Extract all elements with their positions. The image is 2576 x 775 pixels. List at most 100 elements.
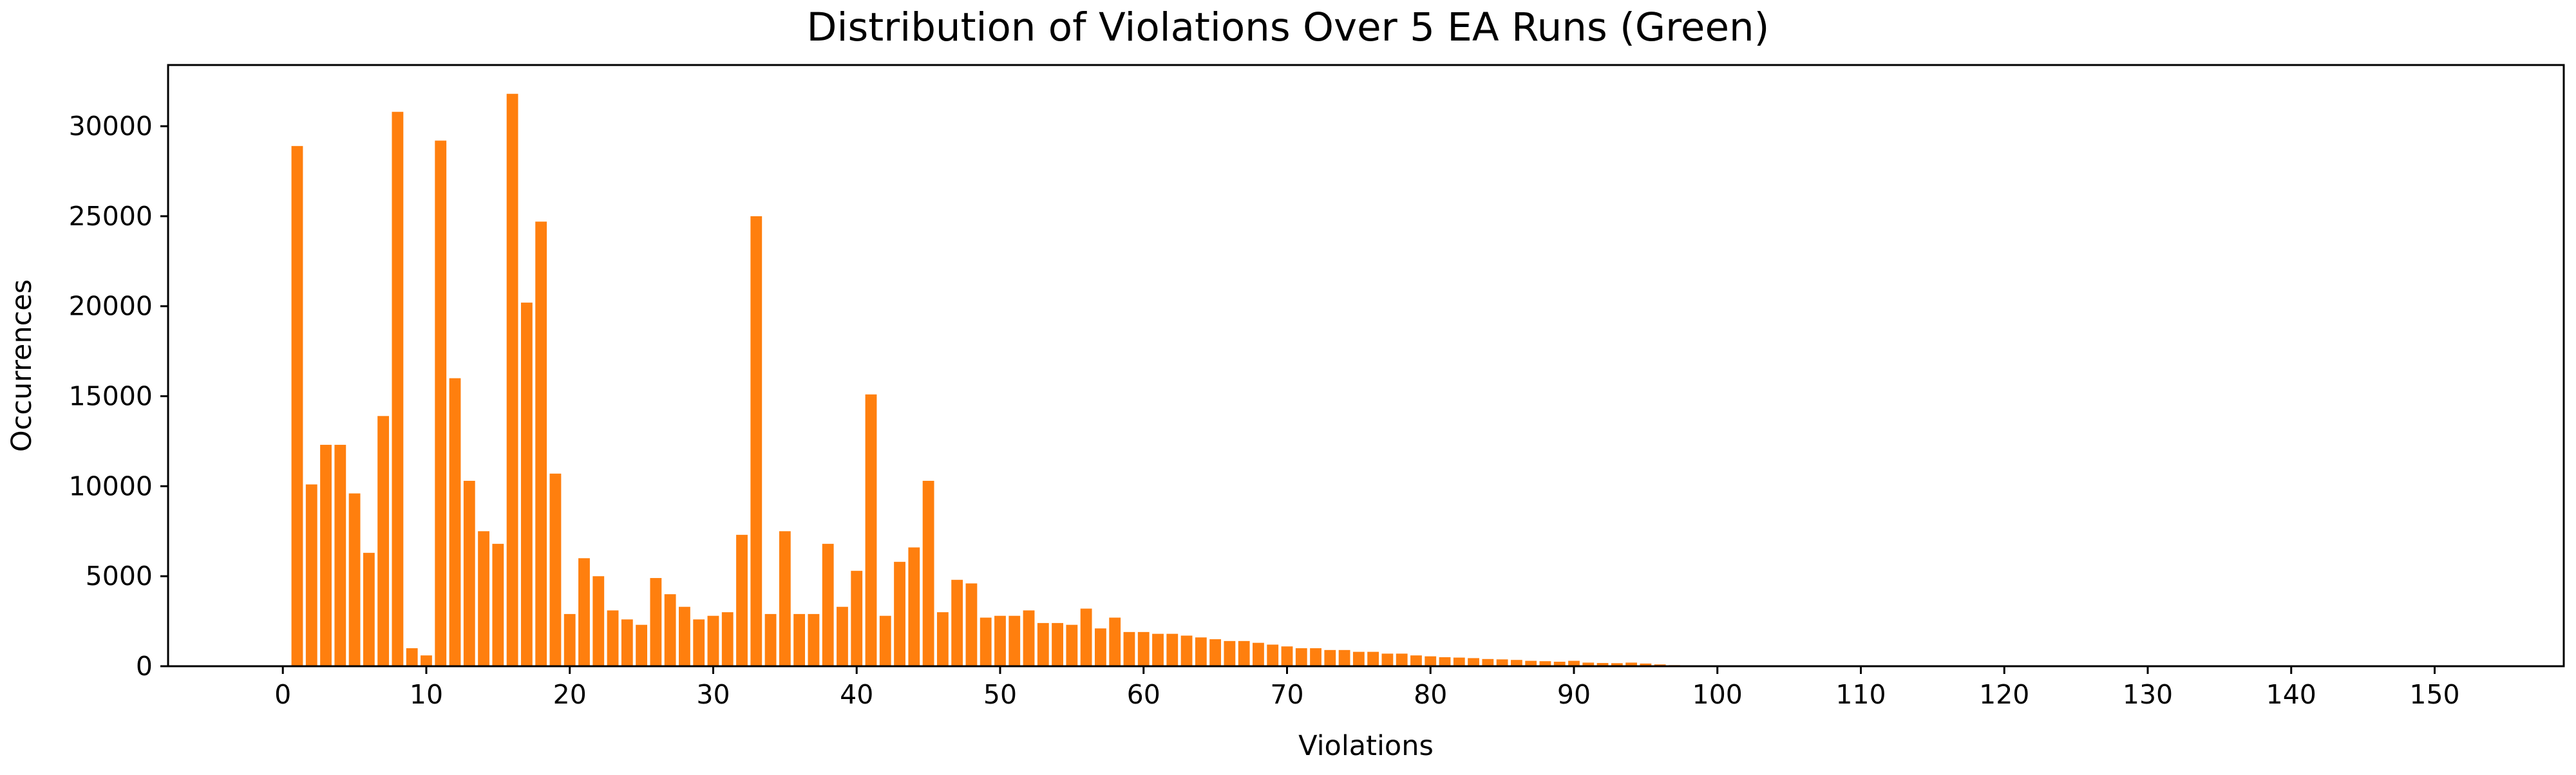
- bar-30: [707, 615, 719, 666]
- bar-85: [1496, 659, 1508, 666]
- bar-13: [463, 480, 475, 666]
- bar-58: [1109, 617, 1121, 666]
- x-tick-label-100: 100: [1692, 679, 1743, 710]
- bar-82: [1453, 657, 1465, 666]
- bar-6: [363, 552, 375, 666]
- bar-79: [1410, 655, 1422, 666]
- bar-89: [1553, 662, 1566, 666]
- bar-22: [592, 576, 605, 666]
- bar-15: [492, 543, 504, 666]
- bar-73: [1324, 649, 1336, 666]
- y-tick-label-10000: 10000: [69, 471, 153, 501]
- bar-37: [808, 613, 820, 666]
- x-tick-label-50: 50: [983, 679, 1017, 710]
- y-axis-ticks: 0 5000 10000 15000 20000 25000 30000: [69, 111, 168, 682]
- bar-40: [851, 570, 863, 666]
- bar-7: [377, 416, 390, 666]
- bar-43: [894, 561, 905, 666]
- bar-90: [1568, 660, 1580, 666]
- bar-86: [1510, 660, 1522, 666]
- bar-9: [406, 648, 418, 666]
- bar-75: [1352, 651, 1365, 666]
- x-tick-label-110: 110: [1835, 679, 1886, 710]
- bar-59: [1123, 631, 1135, 666]
- bar-61: [1152, 633, 1164, 666]
- bar-55: [1066, 624, 1078, 666]
- bar-78: [1396, 653, 1408, 666]
- bar-66: [1224, 640, 1236, 666]
- bar-46: [936, 612, 949, 666]
- y-tick-label-0: 0: [136, 651, 153, 682]
- bar-56: [1080, 608, 1092, 666]
- bar-64: [1195, 637, 1207, 666]
- bar-80: [1425, 656, 1437, 666]
- x-axis-ticks: 0 10 20 30 40 50 60 70 80 90 100 110 120 130 140 150: [274, 666, 2460, 710]
- bar-42: [879, 615, 891, 666]
- y-tick-label-15000: 15000: [69, 381, 153, 412]
- bar-1: [291, 145, 303, 667]
- bar-34: [764, 613, 777, 666]
- bar-5: [348, 493, 361, 666]
- bar-20: [564, 613, 576, 666]
- plot-frame: [167, 64, 2565, 668]
- bar-18: [535, 221, 547, 666]
- bar-68: [1253, 642, 1264, 666]
- bar-10: [421, 655, 432, 666]
- bar-47: [951, 579, 963, 666]
- bar-54: [1052, 622, 1063, 666]
- bar-57: [1094, 628, 1106, 666]
- bar-51: [1009, 615, 1021, 666]
- x-tick-label-150: 150: [2409, 679, 2459, 710]
- bar-4: [334, 445, 346, 666]
- x-tick-label-10: 10: [410, 679, 443, 710]
- bar-3: [320, 445, 332, 666]
- bar-93: [1611, 663, 1623, 666]
- bar-52: [1023, 610, 1035, 666]
- bar-81: [1439, 657, 1451, 666]
- bar-24: [621, 619, 633, 666]
- y-tick-label-5000: 5000: [86, 561, 153, 592]
- x-axis-label: Violations: [1298, 730, 1434, 762]
- x-tick-label-0: 0: [274, 679, 291, 710]
- bar-39: [837, 606, 848, 666]
- bar-8: [392, 111, 404, 666]
- bar-71: [1295, 648, 1307, 666]
- bar-49: [980, 617, 992, 666]
- bar-83: [1468, 658, 1479, 666]
- bar-32: [736, 534, 748, 666]
- bar-45: [922, 480, 934, 666]
- x-tick-label-60: 60: [1127, 679, 1160, 710]
- bar-62: [1166, 633, 1179, 666]
- bar-2: [305, 484, 317, 666]
- bar-38: [822, 543, 834, 666]
- bar-70: [1281, 646, 1293, 666]
- x-tick-label-40: 40: [840, 679, 873, 710]
- bar-67: [1238, 640, 1250, 666]
- bar-87: [1525, 660, 1537, 666]
- bar-12: [449, 378, 461, 666]
- bar-63: [1180, 635, 1193, 666]
- bar-17: [520, 303, 533, 666]
- bar-25: [636, 624, 647, 666]
- bar-94: [1625, 662, 1638, 666]
- bar-91: [1582, 662, 1595, 666]
- bar-29: [693, 619, 705, 666]
- bar-19: [549, 473, 562, 666]
- x-tick-label-70: 70: [1270, 679, 1303, 710]
- bar-23: [607, 610, 619, 666]
- y-axis-label: Occurrences: [6, 279, 38, 452]
- bar-72: [1310, 648, 1321, 666]
- bar-77: [1381, 653, 1394, 666]
- x-tick-label-80: 80: [1414, 679, 1447, 710]
- bar-31: [721, 612, 734, 666]
- bar-33: [750, 216, 762, 666]
- x-tick-label-130: 130: [2123, 679, 2173, 710]
- bar-92: [1596, 662, 1609, 666]
- bar-53: [1037, 622, 1049, 666]
- y-tick-label-30000: 30000: [69, 111, 153, 142]
- bar-41: [865, 394, 877, 666]
- bar-27: [664, 594, 676, 666]
- chart-title: Distribution of Violations Over 5 EA Run…: [807, 5, 1770, 50]
- bars-layer: [291, 93, 1723, 667]
- x-tick-label-140: 140: [2266, 679, 2316, 710]
